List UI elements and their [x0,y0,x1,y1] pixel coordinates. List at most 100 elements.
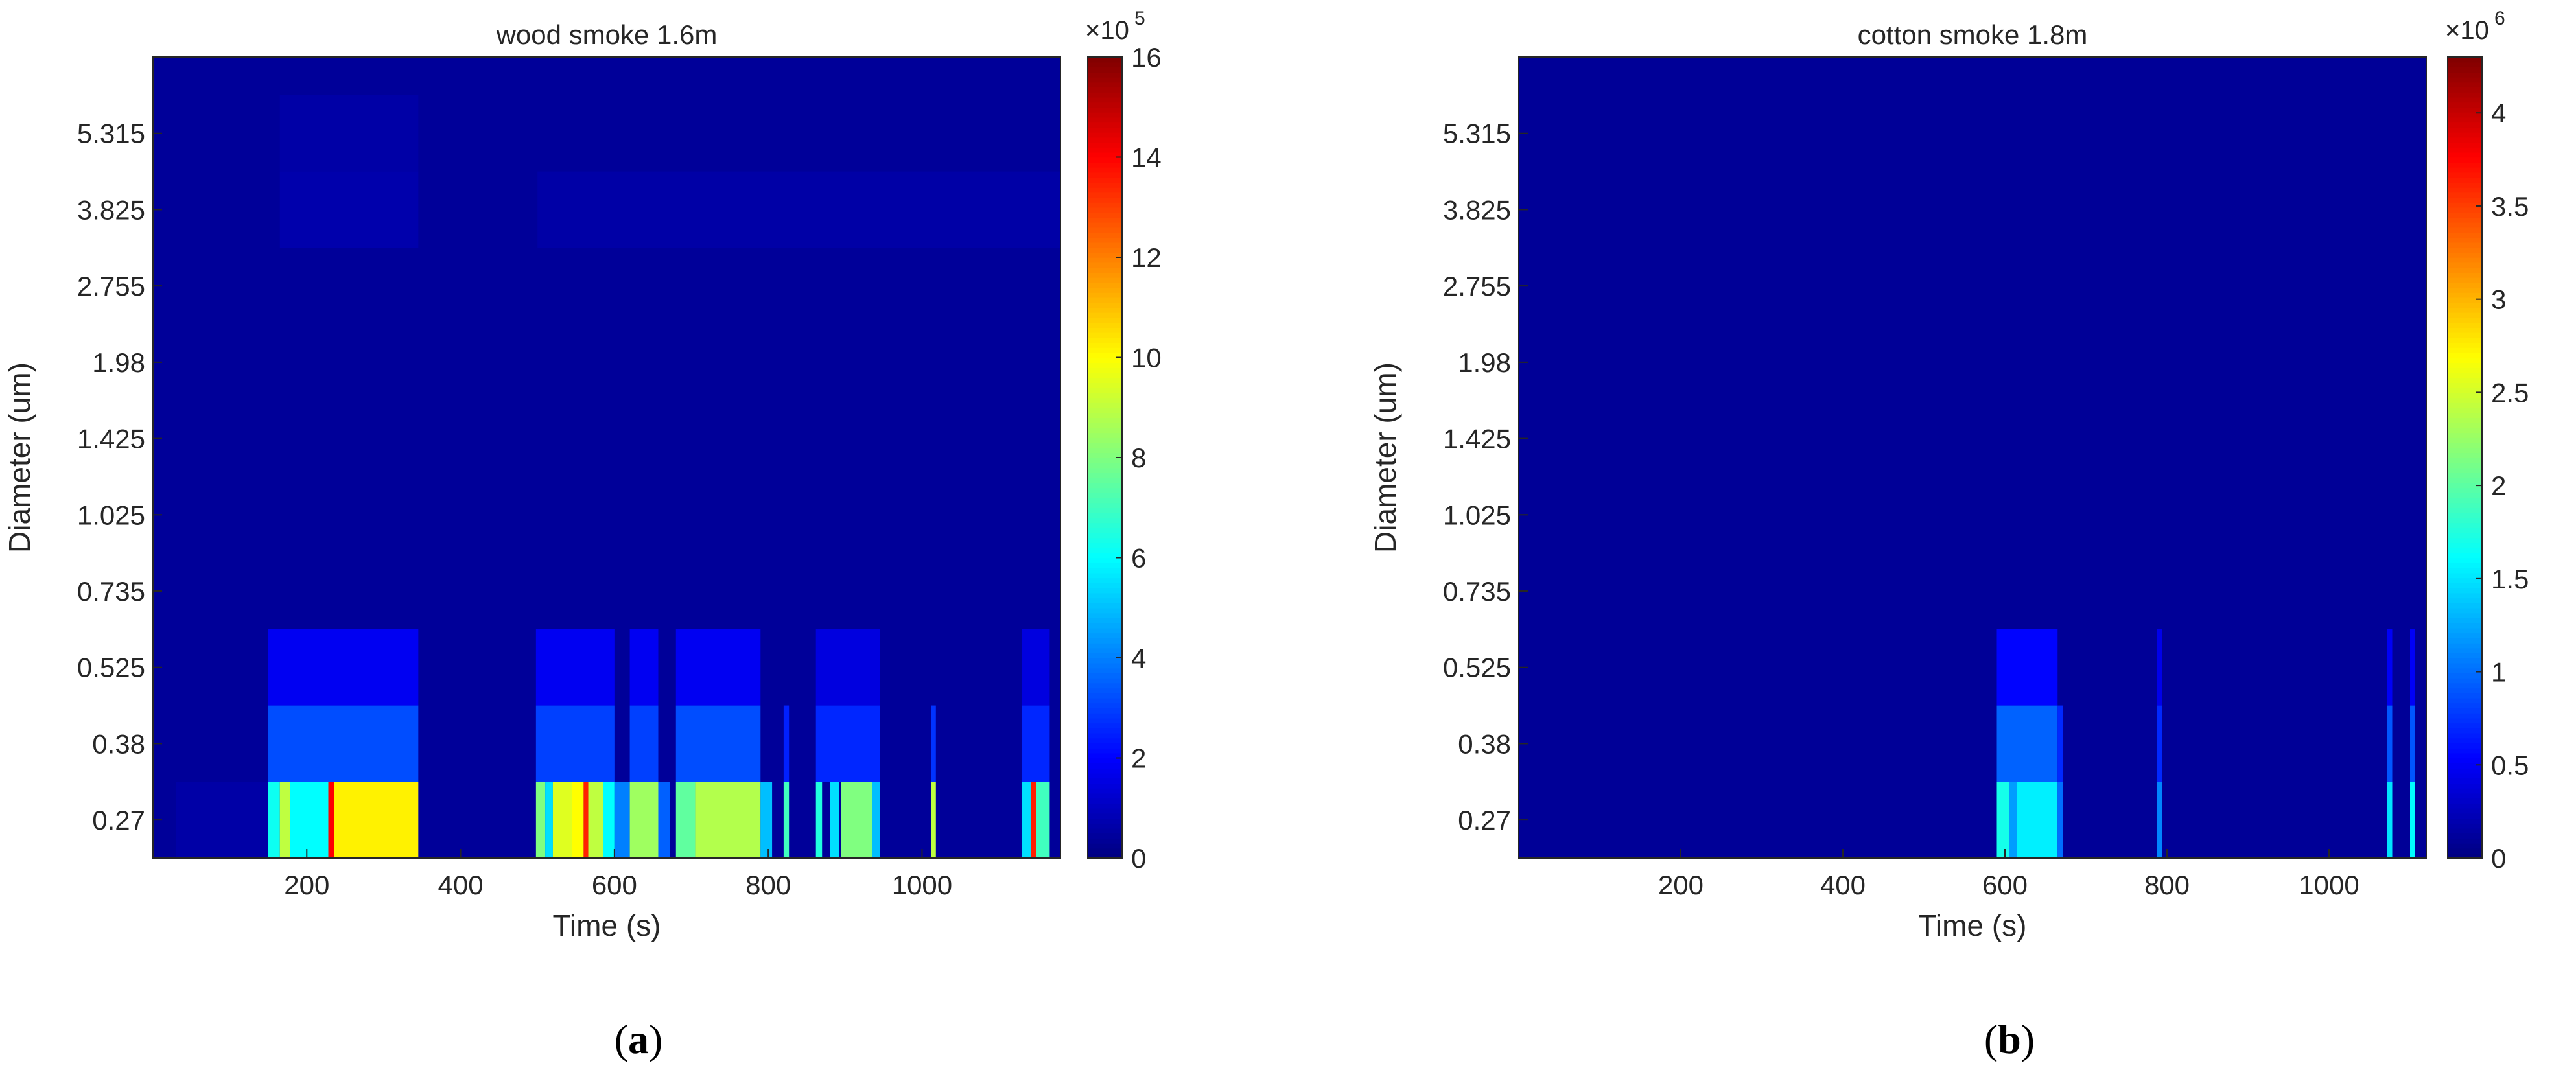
colorbar-segment [2448,452,2482,458]
colorbar-segment [1088,222,1122,228]
colorbar-segment [1088,212,1122,218]
colorbar-tick-label: 2 [2491,471,2506,501]
colorbar-segment [1088,377,1122,383]
colorbar-segment [2448,407,2482,413]
colorbar-segment [1088,407,1122,413]
colorbar-segment [2448,732,2482,739]
heatmap-background [1519,57,2426,858]
colorbar-segment [1088,723,1122,728]
colorbar-segment [2448,693,2482,699]
colorbar-exponent-base: ×10 [1085,16,1129,45]
colorbar-segment [1088,347,1122,353]
colorbar-segment [2448,708,2482,714]
colorbar-segment [1088,728,1122,734]
y-tick-label: 0.38 [92,728,145,759]
y-tick-label: 0.735 [1443,576,1511,607]
colorbar-exponent: 5 [1134,8,1145,29]
colorbar-segment [2448,808,2482,814]
colorbar-segment [1088,447,1122,454]
colorbar-frame [2447,56,2483,859]
colorbar-segment [2448,773,2482,779]
colorbar-segment [1088,432,1122,438]
colorbar-segment [1088,642,1122,649]
colorbar-segment [2448,668,2482,673]
colorbar-segment [1088,752,1122,759]
colorbar-segment [2448,723,2482,728]
colorbar-tick-label: 14 [1131,143,1162,173]
colorbar-segment [1088,813,1122,819]
colorbar-segment [2448,82,2482,88]
colorbar-segment [1088,528,1122,533]
colorbar-segment [2448,127,2482,133]
colorbar-tick-label: 0 [2491,843,2506,874]
colorbar-segment [1088,202,1122,208]
colorbar-segment [2448,647,2482,654]
colorbar-segment [2448,277,2482,283]
colorbar-segment [2448,627,2482,634]
heatmap-cell [2157,629,2162,706]
colorbar-segment [2448,362,2482,368]
heatmap-cell [1022,629,1050,706]
colorbar-segment [2448,607,2482,614]
heatmap-cell [1996,705,2058,782]
colorbar-segment [1088,132,1122,138]
colorbar-segment [1088,708,1122,714]
colorbar-tick-label: 0 [1131,843,1146,874]
colorbar-segment [2448,322,2482,328]
colorbar-segment [1088,467,1122,473]
colorbar-segment [2448,618,2482,623]
colorbar-segment [2448,458,2482,463]
colorbar-segment [1088,427,1122,434]
heatmap-cell [629,629,659,706]
colorbar-segment [2448,252,2482,258]
heatmap-cell [2387,629,2393,706]
heatmap-cell [815,629,880,706]
colorbar-segment [1088,277,1122,283]
colorbar-tick-label: 2.5 [2491,377,2529,408]
y-tick-label: 5.315 [77,119,145,149]
colorbar-segment [2448,552,2482,559]
colorbar-segment [1088,67,1122,73]
colorbar-segment [2448,622,2482,629]
colorbar-segment [2448,382,2482,388]
colorbar-segment [1088,312,1122,318]
colorbar-segment [2448,222,2482,228]
colorbar-segment [2448,482,2482,489]
x-tick-label: 200 [1658,870,1704,900]
colorbar-segment [1088,693,1122,699]
y-tick-label: 1.025 [1443,500,1511,530]
colorbar-segment [2448,402,2482,408]
axes-frame [152,56,1061,859]
colorbar-segment [2448,217,2482,223]
colorbar-segment [1088,822,1122,829]
colorbar-segment [2448,682,2482,689]
colorbar-segment [2448,387,2482,393]
colorbar-segment [2448,738,2482,744]
heatmap-cell [2410,629,2415,706]
colorbar-segment [2448,477,2482,483]
colorbar-segment [1088,572,1122,579]
colorbar-segment [2448,758,2482,764]
heatmap-cell [334,782,419,858]
colorbar-segment [1088,217,1122,223]
x-tick-label: 400 [438,870,484,900]
colorbar-segment [1088,122,1122,128]
heatmap-cell [695,782,761,858]
colorbar-segment [2448,302,2482,308]
colorbar-segment [1088,342,1122,348]
heatmap-cell [629,782,659,858]
colorbar-segment [2448,838,2482,844]
colorbar-segment [1088,252,1122,258]
colorbar-segment [2448,703,2482,709]
colorbar-segment [2448,577,2482,583]
colorbar-segment [1088,482,1122,489]
colorbar-tick-label: 3.5 [2491,191,2529,222]
colorbar-segment [1088,773,1122,779]
colorbar-segment [1088,603,1122,609]
colorbar-segment [1088,327,1122,333]
colorbar-segment [1088,192,1122,198]
colorbar-segment [1088,152,1122,158]
heatmap-cell [629,705,659,782]
colorbar-segment [2448,748,2482,754]
heatmap-cell [535,705,615,782]
